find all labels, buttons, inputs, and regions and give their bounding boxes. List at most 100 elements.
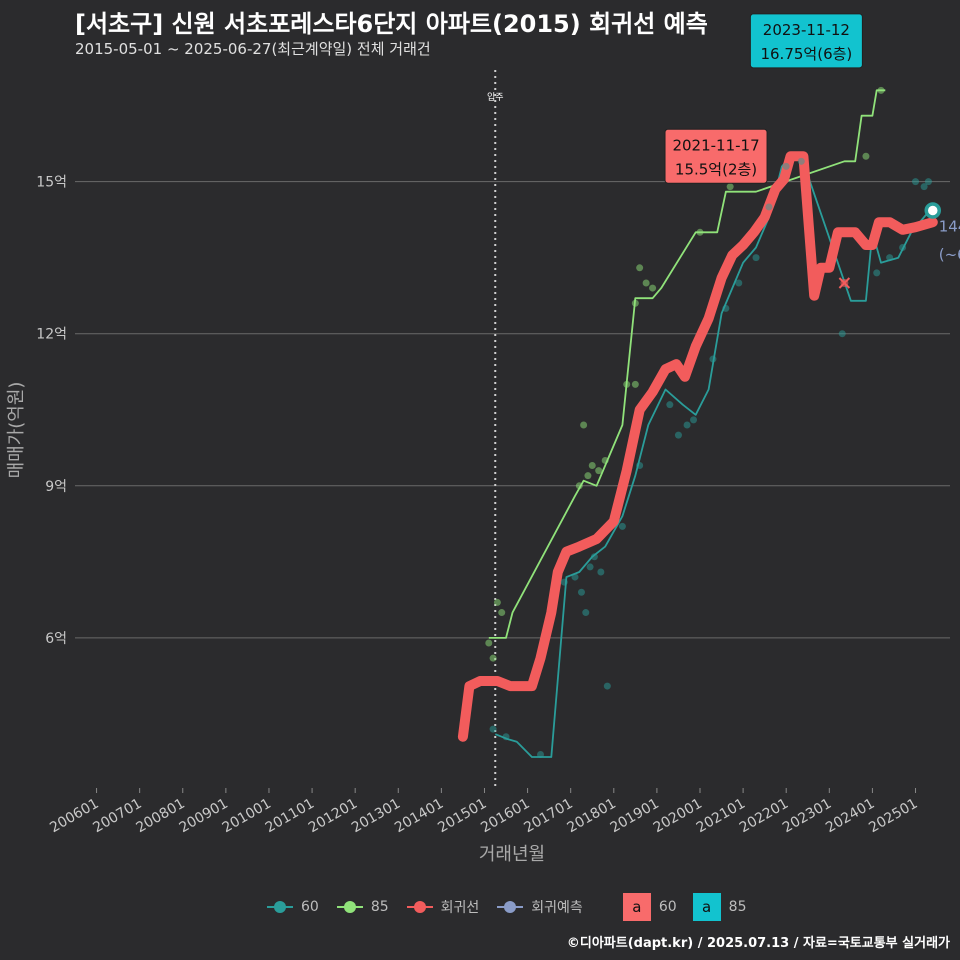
prediction-value-label: 144,083 xyxy=(939,218,960,236)
scatter-point-85 xyxy=(498,609,506,617)
scatter-point-60 xyxy=(690,416,698,424)
trend-line-60 xyxy=(494,155,930,758)
regression-line xyxy=(457,151,938,742)
scatter-point-85 xyxy=(575,482,583,490)
scatter-point-85 xyxy=(584,472,592,480)
scatter-point-60 xyxy=(582,609,590,617)
legend-item-prediction: 회귀예측 xyxy=(495,897,583,917)
scatter-point-60 xyxy=(709,355,717,363)
x-tick-label: 202401 xyxy=(823,796,877,837)
legend-item-85: 85 xyxy=(335,897,389,917)
x-tick-label: 201401 xyxy=(392,796,446,837)
legend-label-60: 60 xyxy=(301,899,319,915)
legend-item-regression: 회귀선 xyxy=(405,897,480,917)
scatter-point-60 xyxy=(735,279,743,287)
scatter-point-60 xyxy=(920,183,928,191)
x-axis-label: 거래년월 xyxy=(479,844,545,865)
annotation-date: 2023-11-12 xyxy=(763,21,850,39)
scatter-point-85 xyxy=(601,456,609,464)
scatter-point-60 xyxy=(560,578,568,586)
scatter-point-60 xyxy=(571,573,579,581)
legend-box-label-60: 60 xyxy=(658,899,677,915)
series-layer xyxy=(457,89,938,758)
scatter-point-60 xyxy=(765,203,773,211)
scatter-point-85 xyxy=(726,183,734,191)
annotation-date: 2021-11-17 xyxy=(672,136,759,154)
move-in-label: 입주 xyxy=(487,91,504,103)
y-tick-label: 15억 xyxy=(36,175,67,191)
x-tick-label: 200701 xyxy=(90,796,144,837)
annotation-box xyxy=(749,13,863,69)
x-tick-label: 201901 xyxy=(608,796,662,837)
scatter-point-60 xyxy=(603,682,611,690)
y-tick-label: 12억 xyxy=(36,327,67,343)
marks-layer xyxy=(485,86,942,759)
scatter-point-85 xyxy=(636,264,644,272)
legend-label-regression: 회귀선 xyxy=(440,900,480,916)
scatter-point-60 xyxy=(797,157,805,165)
scatter-point-60 xyxy=(873,269,881,277)
scatter-point-60 xyxy=(886,254,894,262)
annotation-price: 16.75억(6층) xyxy=(760,45,852,63)
scatter-point-60 xyxy=(666,401,674,409)
scatter-point-85 xyxy=(493,598,501,606)
annotation-box xyxy=(664,128,768,184)
scatter-point-60 xyxy=(537,751,545,759)
legend-label-85: 85 xyxy=(370,899,389,915)
scatter-point-85 xyxy=(489,654,497,662)
x-tick-label: 202301 xyxy=(780,796,834,837)
scatter-point-60 xyxy=(489,725,497,733)
scatter-point-60 xyxy=(924,178,932,186)
legend-box-85: a 85 xyxy=(692,893,747,921)
x-tick-label: 202201 xyxy=(737,796,791,837)
scatter-point-60 xyxy=(502,733,510,741)
y-axis-label: 매매가(억원) xyxy=(6,382,27,479)
scatter-point-85 xyxy=(877,86,885,94)
prediction-point xyxy=(924,202,942,219)
x-tick-label: 201001 xyxy=(220,796,274,837)
scatter-point-60 xyxy=(912,178,920,186)
x-tick-label: 201101 xyxy=(263,796,317,837)
scatter-point-85 xyxy=(588,462,596,470)
x-tick-label: 200801 xyxy=(133,796,187,837)
scatter-point-60 xyxy=(899,244,907,252)
scatter-point-85 xyxy=(631,380,639,388)
footer-credit: ©디아파트(dapt.kr) / 2025.07.13 / 자료=국토교통부 실… xyxy=(566,936,950,951)
axis-ticks: 6억 9억 12억 15억 200601200701200801200901201001… xyxy=(36,175,920,837)
legend-item-60: 60 xyxy=(265,897,319,917)
chart-subtitle: 2015-05-01 ~ 2025-06-27(최근계약일) 전체 거래건 xyxy=(75,40,431,58)
legend-box-60: a 60 xyxy=(622,893,677,921)
scatter-point-85 xyxy=(485,639,493,647)
y-tick-label: 9억 xyxy=(45,479,67,495)
scatter-point-85 xyxy=(595,467,603,475)
legend-box-letter-85: a xyxy=(692,893,721,921)
scatter-point-85 xyxy=(580,421,588,429)
annotation-price: 15.5억(2층) xyxy=(675,160,757,178)
x-tick-label: 201601 xyxy=(478,796,532,837)
scatter-point-85 xyxy=(696,228,704,236)
scatter-point-85 xyxy=(631,299,639,307)
scatter-point-60 xyxy=(722,304,730,312)
scatter-point-60 xyxy=(752,254,760,262)
x-tick-label: 201301 xyxy=(349,796,403,837)
legend-box-label-85: 85 xyxy=(728,899,747,915)
scatter-point-60 xyxy=(683,421,691,429)
scatter-point-60 xyxy=(597,568,605,576)
trend-line-85 xyxy=(488,89,886,639)
scatter-point-60 xyxy=(618,522,626,530)
scatter-point-60 xyxy=(838,330,846,338)
legend-label-prediction: 회귀예측 xyxy=(531,900,583,916)
x-tick-label: 201201 xyxy=(306,796,360,837)
scatter-point-60 xyxy=(577,588,585,596)
x-tick-label: 202501 xyxy=(866,796,920,837)
y-tick-label: 6억 xyxy=(45,631,67,647)
x-tick-label: 201801 xyxy=(565,796,619,837)
legend: 60 85 회귀선 회귀예측 a 60 a 85 xyxy=(265,893,762,921)
x-tick-label: 201701 xyxy=(521,796,575,837)
scatter-point-60 xyxy=(636,462,644,470)
x-tick-label: 201501 xyxy=(435,796,489,837)
legend-box-letter-60: a xyxy=(622,893,651,921)
scatter-point-85 xyxy=(623,380,631,388)
scatter-point-85 xyxy=(862,152,870,160)
